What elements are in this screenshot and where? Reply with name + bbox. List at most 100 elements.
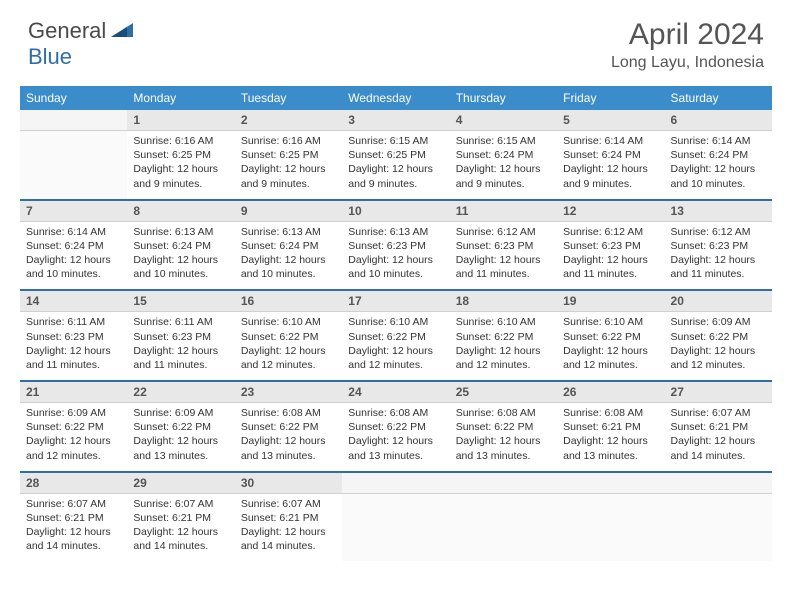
- daylight-text: Daylight: 12 hours and 9 minutes.: [133, 162, 228, 190]
- day-info-cell: [665, 493, 772, 561]
- daylight-text: Daylight: 12 hours and 13 minutes.: [456, 434, 551, 462]
- day-info-cell: Sunrise: 6:08 AMSunset: 6:22 PMDaylight:…: [235, 403, 342, 472]
- day-info-cell: Sunrise: 6:08 AMSunset: 6:22 PMDaylight:…: [342, 403, 449, 472]
- sunset-text: Sunset: 6:22 PM: [563, 330, 658, 344]
- daylight-text: Daylight: 12 hours and 13 minutes.: [133, 434, 228, 462]
- sunset-text: Sunset: 6:24 PM: [241, 239, 336, 253]
- sunrise-text: Sunrise: 6:12 AM: [671, 225, 766, 239]
- date-cell: 4: [450, 110, 557, 131]
- sunset-text: Sunset: 6:23 PM: [26, 330, 121, 344]
- sunrise-text: Sunrise: 6:16 AM: [133, 134, 228, 148]
- day-info-cell: Sunrise: 6:13 AMSunset: 6:24 PMDaylight:…: [235, 221, 342, 290]
- sunrise-text: Sunrise: 6:13 AM: [241, 225, 336, 239]
- sunrise-text: Sunrise: 6:10 AM: [563, 315, 658, 329]
- sunrise-text: Sunrise: 6:15 AM: [456, 134, 551, 148]
- sunset-text: Sunset: 6:25 PM: [241, 148, 336, 162]
- day-info-cell: Sunrise: 6:15 AMSunset: 6:25 PMDaylight:…: [342, 131, 449, 200]
- daylight-text: Daylight: 12 hours and 11 minutes.: [563, 253, 658, 281]
- daylight-text: Daylight: 12 hours and 9 minutes.: [241, 162, 336, 190]
- brand-part1: General: [28, 18, 106, 44]
- day-info-cell: Sunrise: 6:12 AMSunset: 6:23 PMDaylight:…: [557, 221, 664, 290]
- sunrise-text: Sunrise: 6:11 AM: [26, 315, 121, 329]
- date-cell: 22: [127, 381, 234, 403]
- sunrise-text: Sunrise: 6:13 AM: [348, 225, 443, 239]
- date-cell: 25: [450, 381, 557, 403]
- date-cell: 3: [342, 110, 449, 131]
- date-cell: 24: [342, 381, 449, 403]
- sunrise-text: Sunrise: 6:10 AM: [348, 315, 443, 329]
- date-cell: 11: [450, 200, 557, 222]
- calendar-body: SundayMondayTuesdayWednesdayThursdayFrid…: [20, 86, 772, 561]
- date-cell: 16: [235, 290, 342, 312]
- sunrise-text: Sunrise: 6:16 AM: [241, 134, 336, 148]
- daylight-text: Daylight: 12 hours and 14 minutes.: [26, 525, 121, 553]
- day-info-cell: Sunrise: 6:12 AMSunset: 6:23 PMDaylight:…: [450, 221, 557, 290]
- day-info-cell: Sunrise: 6:09 AMSunset: 6:22 PMDaylight:…: [20, 403, 127, 472]
- brand-logo: General: [28, 18, 135, 44]
- day-info-cell: Sunrise: 6:11 AMSunset: 6:23 PMDaylight:…: [20, 312, 127, 381]
- daylight-text: Daylight: 12 hours and 12 minutes.: [456, 344, 551, 372]
- day-info-cell: Sunrise: 6:15 AMSunset: 6:24 PMDaylight:…: [450, 131, 557, 200]
- day-info-cell: Sunrise: 6:16 AMSunset: 6:25 PMDaylight:…: [235, 131, 342, 200]
- day-info-cell: Sunrise: 6:14 AMSunset: 6:24 PMDaylight:…: [665, 131, 772, 200]
- daylight-text: Daylight: 12 hours and 12 minutes.: [348, 344, 443, 372]
- day-info-cell: Sunrise: 6:07 AMSunset: 6:21 PMDaylight:…: [665, 403, 772, 472]
- day-header-cell: Tuesday: [235, 86, 342, 110]
- date-cell: 29: [127, 472, 234, 494]
- daylight-text: Daylight: 12 hours and 12 minutes.: [671, 344, 766, 372]
- date-cell: 26: [557, 381, 664, 403]
- day-info-cell: Sunrise: 6:07 AMSunset: 6:21 PMDaylight:…: [20, 493, 127, 561]
- daylight-text: Daylight: 12 hours and 10 minutes.: [241, 253, 336, 281]
- daylight-text: Daylight: 12 hours and 11 minutes.: [133, 344, 228, 372]
- sunset-text: Sunset: 6:24 PM: [456, 148, 551, 162]
- date-cell: [665, 472, 772, 494]
- sunrise-text: Sunrise: 6:09 AM: [133, 406, 228, 420]
- calendar-table: SundayMondayTuesdayWednesdayThursdayFrid…: [20, 86, 772, 561]
- sunset-text: Sunset: 6:22 PM: [241, 420, 336, 434]
- daylight-text: Daylight: 12 hours and 14 minutes.: [133, 525, 228, 553]
- sunset-text: Sunset: 6:23 PM: [456, 239, 551, 253]
- sunset-text: Sunset: 6:24 PM: [26, 239, 121, 253]
- daylight-text: Daylight: 12 hours and 10 minutes.: [133, 253, 228, 281]
- daylight-text: Daylight: 12 hours and 10 minutes.: [26, 253, 121, 281]
- daylight-text: Daylight: 12 hours and 13 minutes.: [348, 434, 443, 462]
- sunrise-text: Sunrise: 6:12 AM: [456, 225, 551, 239]
- sunset-text: Sunset: 6:23 PM: [671, 239, 766, 253]
- day-info-cell: Sunrise: 6:10 AMSunset: 6:22 PMDaylight:…: [342, 312, 449, 381]
- date-cell: 8: [127, 200, 234, 222]
- sunset-text: Sunset: 6:21 PM: [241, 511, 336, 525]
- day-info-cell: Sunrise: 6:10 AMSunset: 6:22 PMDaylight:…: [235, 312, 342, 381]
- sunset-text: Sunset: 6:23 PM: [133, 330, 228, 344]
- sunset-text: Sunset: 6:24 PM: [563, 148, 658, 162]
- sunrise-text: Sunrise: 6:07 AM: [241, 497, 336, 511]
- sunrise-text: Sunrise: 6:07 AM: [671, 406, 766, 420]
- date-cell: 12: [557, 200, 664, 222]
- sunset-text: Sunset: 6:22 PM: [456, 420, 551, 434]
- sunrise-text: Sunrise: 6:14 AM: [671, 134, 766, 148]
- daylight-text: Daylight: 12 hours and 11 minutes.: [456, 253, 551, 281]
- day-header-cell: Wednesday: [342, 86, 449, 110]
- date-cell: 14: [20, 290, 127, 312]
- date-cell: 28: [20, 472, 127, 494]
- date-cell: 23: [235, 381, 342, 403]
- day-info-cell: Sunrise: 6:14 AMSunset: 6:24 PMDaylight:…: [20, 221, 127, 290]
- date-cell: 5: [557, 110, 664, 131]
- date-cell: 18: [450, 290, 557, 312]
- sunset-text: Sunset: 6:23 PM: [563, 239, 658, 253]
- daylight-text: Daylight: 12 hours and 14 minutes.: [241, 525, 336, 553]
- sunset-text: Sunset: 6:25 PM: [133, 148, 228, 162]
- day-info-cell: [20, 131, 127, 200]
- date-cell: 17: [342, 290, 449, 312]
- date-cell: 19: [557, 290, 664, 312]
- date-cell: 27: [665, 381, 772, 403]
- date-cell: 6: [665, 110, 772, 131]
- daylight-text: Daylight: 12 hours and 13 minutes.: [563, 434, 658, 462]
- day-info-cell: [557, 493, 664, 561]
- sunrise-text: Sunrise: 6:10 AM: [456, 315, 551, 329]
- sunset-text: Sunset: 6:22 PM: [348, 420, 443, 434]
- day-info-cell: Sunrise: 6:07 AMSunset: 6:21 PMDaylight:…: [127, 493, 234, 561]
- daylight-text: Daylight: 12 hours and 12 minutes.: [563, 344, 658, 372]
- sunset-text: Sunset: 6:23 PM: [348, 239, 443, 253]
- date-cell: 2: [235, 110, 342, 131]
- sunrise-text: Sunrise: 6:07 AM: [26, 497, 121, 511]
